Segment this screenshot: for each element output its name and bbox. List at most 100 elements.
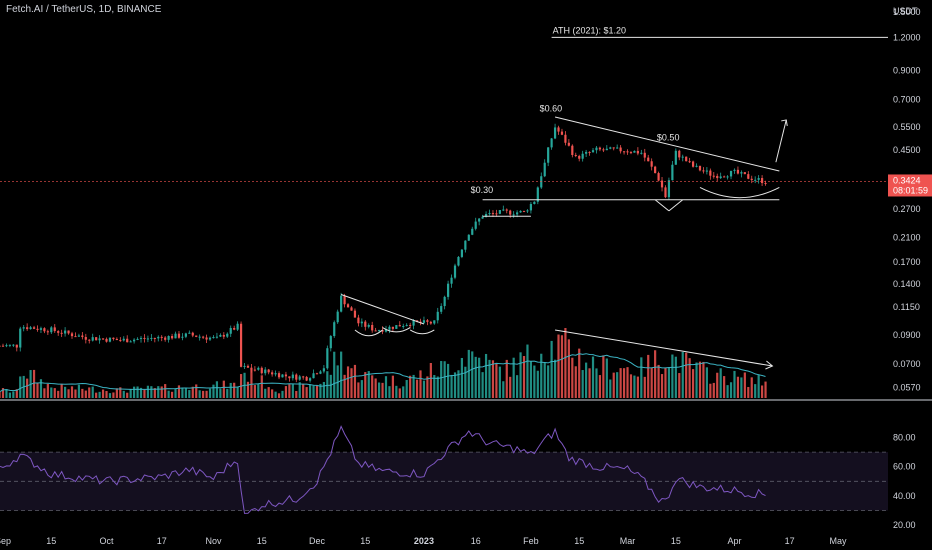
candle-body [226,333,229,337]
volume-bar [50,387,53,398]
candle-body [208,337,212,340]
volume-bar [536,370,539,398]
volume-bar [474,356,477,398]
candle-body [198,336,201,338]
candle-body [264,369,267,374]
candle-body [702,170,705,172]
volume-bar [612,372,615,398]
time-tick-label: 2023 [414,536,434,546]
volume-bar [540,353,543,398]
volume-bar [153,388,156,398]
candle-body [636,150,639,154]
candle-body [457,256,460,266]
candle-body [129,341,132,343]
volume-bar [660,374,664,398]
candle-body [5,345,8,347]
volume-bar [764,381,767,398]
candle-body [629,152,633,154]
volume-bar [505,359,508,398]
volume-bar [215,381,219,398]
candle-body [509,210,512,215]
volume-bar [57,390,60,398]
volume-bar [481,372,484,398]
volume-bar [419,370,422,398]
volume-bar [288,384,291,398]
volume-bar [229,382,232,398]
volume-bar [146,385,150,398]
volume-bar [491,360,495,398]
volume-bar [667,367,671,398]
candle-body [60,332,63,334]
candle-body [450,277,453,284]
volume-bar [95,392,98,398]
candle-body [595,147,598,151]
volume-bar [598,375,602,398]
volume-bar [647,354,650,398]
candle-body [384,329,388,332]
volume-bar [277,393,281,398]
candle-body [267,369,270,373]
candle-body [467,234,470,241]
volume-bar [212,384,215,398]
candle-body [478,218,481,222]
volume-bar [391,375,394,398]
candle-body [491,213,495,215]
time-tick-label: 15 [671,536,681,546]
volume-bar [150,386,153,398]
volume-bar [574,366,577,398]
candle-body [481,216,484,219]
volume-bar [353,364,357,398]
rounding-bottom-arc [699,187,780,199]
volume-bar [205,390,208,398]
volume-bar [298,382,301,398]
volume-bar [340,351,343,398]
price-annotation: $0.50 [657,132,680,142]
rsi-tick-label: 20.00 [893,520,916,530]
volume-bar [453,372,457,398]
candle-body [46,331,49,333]
candle-body [170,336,174,339]
candle-body [750,178,753,181]
candle-body [222,334,225,337]
volume-bar [367,371,370,398]
volume-bar [195,384,198,398]
volume-bar [108,393,112,398]
candle-body [709,170,712,176]
candle-body [557,127,560,132]
volume-bar [736,376,740,398]
rsi-line [0,425,766,514]
volume-bar [77,384,81,398]
volume-bar [250,369,253,398]
volume-bar [605,358,608,398]
candle-body [571,145,574,155]
candle-body [371,324,374,331]
candle-body [643,152,646,158]
volume-bar [740,377,743,398]
candle-body [181,336,184,338]
time-tick-label: May [829,536,847,546]
price-annotation: $0.60 [540,103,563,113]
volume-bar [0,391,1,398]
volume-bar [550,340,553,398]
candle-body [343,295,346,305]
volume-bar [364,372,367,398]
volume-bar [560,335,564,398]
volume-bar [674,356,677,398]
volume-bar [622,368,626,398]
volume-bar [222,380,225,398]
candle-body [526,210,529,212]
candle-body [415,320,419,322]
candle-body [553,127,557,139]
cup-arc-1 [354,329,383,337]
candle-body [412,320,415,326]
volume-bar [633,375,636,398]
candle-body [295,374,298,380]
volume-bar [167,390,170,398]
candle-body [567,142,570,146]
candle-body [350,307,353,311]
candle-body [205,337,208,340]
price-tick-label: 1.5000 [893,7,921,17]
volume-bar [533,365,536,398]
volume-bar [119,387,122,398]
candle-body [250,367,253,370]
